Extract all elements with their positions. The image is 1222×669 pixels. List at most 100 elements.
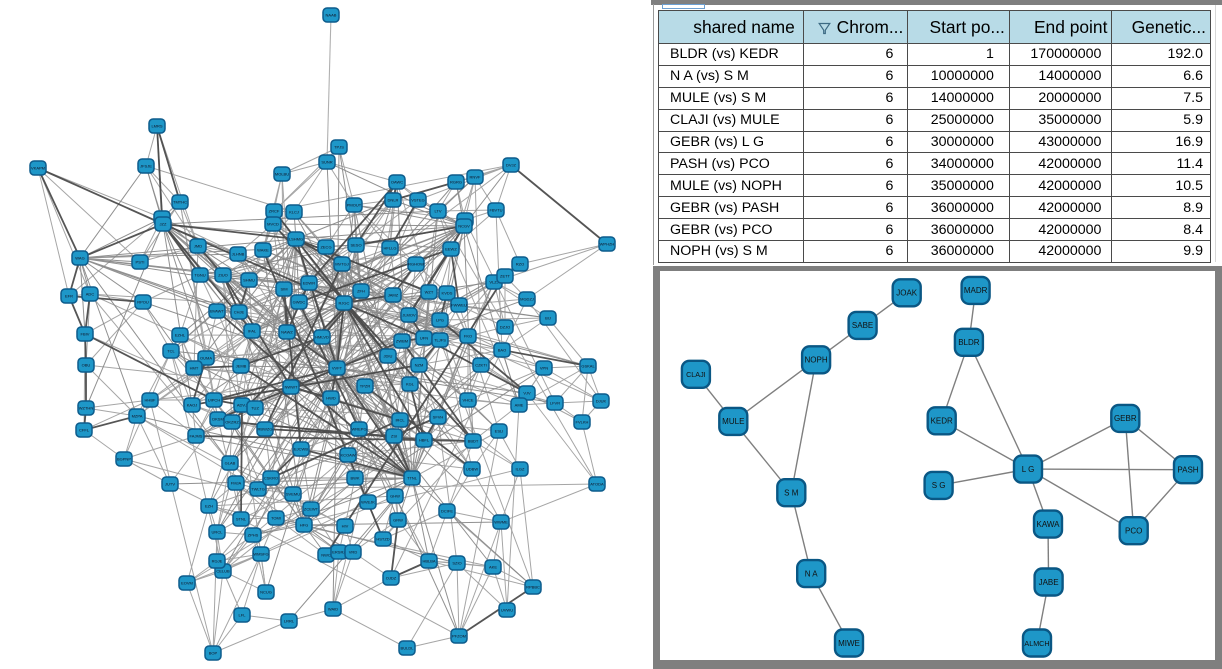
svg-text:MULE: MULE — [722, 417, 744, 426]
svg-text:TMTHC: TMTHC — [173, 200, 187, 205]
svg-text:EOVM: EOVM — [181, 581, 193, 586]
svg-text:OAWC: OAWC — [391, 180, 403, 185]
svg-text:BLDR: BLDR — [958, 338, 980, 347]
svg-text:RJGC: RJGC — [339, 301, 350, 306]
svg-text:SZIO: SZIO — [452, 561, 461, 566]
svg-text:ZCEWT: ZCEWT — [304, 507, 319, 512]
svg-text:JEMB: JEMB — [236, 364, 247, 369]
svg-text:JLMOV: JLMOV — [402, 313, 416, 318]
svg-text:MOLBU: MOLBU — [275, 172, 289, 177]
svg-text:ZECG: ZECG — [320, 245, 331, 250]
svg-text:UFN: UFN — [420, 336, 428, 341]
svg-text:ZIUO: ZIUO — [218, 273, 228, 278]
svg-text:RZO: RZO — [516, 262, 524, 267]
svg-text:HFG: HFG — [300, 523, 308, 528]
svg-text:WZTHN: WZTHN — [79, 406, 94, 411]
svg-text:WAKE: WAKE — [257, 248, 269, 253]
svg-text:RNVF: RNVF — [470, 175, 481, 180]
svg-text:NWC: NWC — [321, 553, 331, 558]
svg-text:EFR: EFR — [65, 294, 73, 299]
svg-text:EDWR: EDWR — [303, 281, 315, 286]
svg-text:EZHL: EZHL — [175, 333, 186, 338]
svg-text:HHBF: HHBF — [145, 398, 156, 403]
svg-text:VVFT: VVFT — [332, 366, 343, 371]
svg-text:L G: L G — [1022, 465, 1035, 474]
svg-text:IFAL: IFAL — [248, 329, 257, 334]
svg-text:TPJS: TPJS — [334, 145, 344, 150]
svg-text:ADVJ: ADVJ — [237, 403, 247, 408]
svg-text:S M: S M — [784, 489, 799, 498]
svg-text:KEDR: KEDR — [931, 417, 953, 426]
svg-text:IRCL: IRCL — [395, 418, 405, 423]
svg-text:JUTV: JUTV — [165, 482, 175, 487]
svg-text:NAAB: NAAB — [326, 13, 337, 18]
svg-text:ZSI: ZSI — [391, 434, 397, 439]
svg-text:ERSRZ: ERSRZ — [332, 550, 346, 555]
svg-text:ALMCH: ALMCH — [1024, 639, 1049, 648]
svg-text:HSTZD: HSTZD — [376, 537, 389, 542]
svg-text:WAID: WAID — [328, 607, 338, 612]
svg-text:ZETT: ZETT — [500, 274, 511, 279]
svg-text:SESO: SESO — [350, 243, 361, 248]
svg-text:DVJZ: DVJZ — [506, 163, 517, 168]
svg-text:CELUB: CELUB — [216, 569, 230, 574]
svg-text:VPN: VPN — [540, 366, 548, 371]
svg-text:RBWZG: RBWZG — [258, 427, 273, 432]
svg-text:MVCD: MVCD — [267, 222, 279, 227]
svg-text:CZKTI: CZKTI — [475, 363, 487, 368]
svg-text:TCL: TCL — [167, 349, 175, 354]
svg-text:KAWA: KAWA — [1037, 520, 1061, 529]
svg-text:OBU: OBU — [82, 363, 91, 368]
svg-text:FBVTU: FBVTU — [489, 208, 502, 213]
svg-text:HMT: HMT — [190, 366, 199, 371]
svg-text:KLCJ: KLCJ — [289, 210, 299, 215]
svg-text:VSTEG: VSTEG — [411, 198, 425, 203]
svg-text:NWWT: NWWT — [285, 385, 298, 390]
svg-text:ESLI: ESLI — [495, 429, 504, 434]
svg-text:GLAB: GLAB — [225, 461, 236, 466]
svg-text:HIV: HIV — [342, 524, 349, 529]
svg-text:HMLVD: HMLVD — [315, 335, 329, 340]
svg-text:MADR: MADR — [964, 286, 988, 295]
svg-text:HBLBA: HBLBA — [422, 559, 435, 564]
svg-text:HFLLG: HFLLG — [384, 246, 397, 251]
svg-text:GEBR: GEBR — [1114, 414, 1137, 423]
svg-text:GRW: GRW — [393, 518, 403, 523]
svg-text:EZH: EZH — [205, 504, 213, 509]
svg-text:RGRG: RGRG — [450, 180, 462, 185]
svg-text:WMSFG: WMSFG — [253, 552, 268, 557]
svg-text:LFVR: LFVR — [550, 401, 560, 406]
svg-text:JMD: JMD — [194, 244, 202, 249]
svg-text:TGNU: TGNU — [194, 273, 205, 278]
svg-text:CFFL: CFFL — [79, 428, 90, 433]
svg-text:N A: N A — [805, 569, 819, 578]
svg-text:GWDC: GWDC — [293, 300, 306, 305]
svg-text:RPBBC: RPBBC — [526, 585, 540, 590]
svg-text:FBIV: FBIV — [81, 332, 90, 337]
svg-text:ZRCF: ZRCF — [269, 209, 280, 214]
svg-text:TTNL: TTNL — [407, 476, 418, 481]
svg-text:FAJMS: FAJMS — [190, 434, 203, 439]
svg-text:ZWBM: ZWBM — [396, 339, 408, 344]
svg-text:TLJFS: TLJFS — [434, 338, 446, 343]
svg-text:PCO: PCO — [1125, 527, 1142, 536]
svg-text:NCUG: NCUG — [260, 590, 272, 595]
svg-text:LMRS: LMRS — [151, 124, 162, 129]
svg-text:SUNR: SUNR — [321, 160, 332, 165]
svg-text:HBFL: HBFL — [419, 438, 430, 443]
svg-text:AME: AME — [515, 403, 524, 408]
svg-text:BOP: BOP — [209, 651, 218, 656]
svg-text:NZM: NZM — [415, 363, 424, 368]
svg-text:EEWZ: EEWZ — [445, 247, 457, 252]
svg-text:SHMU: SHMU — [243, 278, 255, 283]
svg-text:PASH: PASH — [1177, 466, 1198, 475]
svg-text:ZPHS: ZPHS — [248, 533, 259, 538]
svg-text:WVEJK: WVEJK — [361, 500, 375, 505]
svg-text:FVLKH: FVLKH — [576, 420, 589, 425]
svg-text:LFL: LFL — [239, 613, 247, 618]
svg-text:ZFH: ZFH — [357, 289, 365, 294]
svg-text:UVWU: UVWU — [501, 608, 513, 613]
svg-text:WWME: WWME — [494, 520, 508, 525]
svg-text:BGPNP: BGPNP — [117, 457, 131, 462]
svg-text:DZJO: DZJO — [500, 325, 510, 330]
